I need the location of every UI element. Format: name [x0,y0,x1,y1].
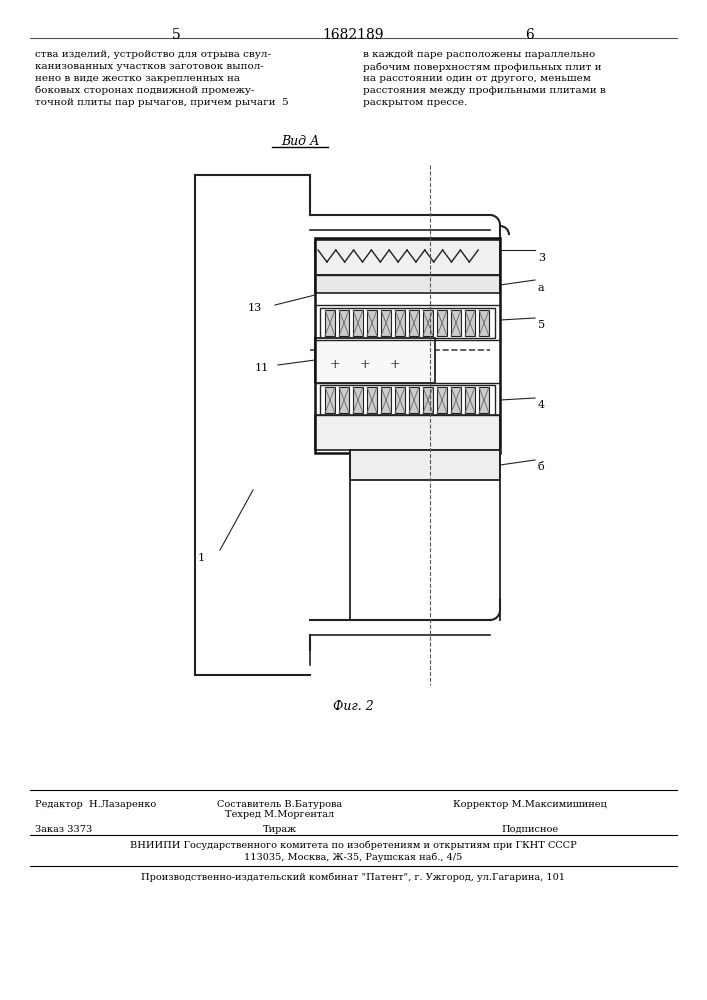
Text: Подписное: Подписное [501,825,559,834]
Bar [395,387,405,413]
Text: 1: 1 [198,553,205,563]
Bar [367,310,377,336]
Bar [353,387,363,413]
Bar [423,310,433,336]
Text: в каждой паре расположены параллельно
рабочим поверхностям профильных плит и
на : в каждой паре расположены параллельно ра… [363,50,606,107]
Text: 113035, Москва, Ж-35, Раушская наб., 4/5: 113035, Москва, Ж-35, Раушская наб., 4/5 [244,853,462,862]
Text: Редактор  Н.Лазаренко: Редактор Н.Лазаренко [35,800,156,809]
Bar [320,308,495,338]
Text: 11: 11 [255,363,269,373]
Bar [315,240,500,275]
Text: 4: 4 [538,400,545,410]
Text: 3: 3 [538,253,545,263]
Text: Производственно-издательский комбинат "Патент", г. Ужгород, ул.Гагарина, 101: Производственно-издательский комбинат "П… [141,872,565,882]
Bar [381,310,391,336]
Text: Тираж: Тираж [263,825,297,834]
Text: 1682189: 1682189 [322,28,384,42]
Text: б: б [538,462,545,472]
Text: Корректор М.Максимишинец: Корректор М.Максимишинец [453,800,607,809]
Bar [325,387,335,413]
Bar [479,387,489,413]
Text: Составитель В.Батурова
Техред М.Моргентал: Составитель В.Батурова Техред М.Моргента… [218,800,343,819]
Bar [465,310,475,336]
Bar [339,387,349,413]
Text: +: + [390,358,400,370]
Bar [325,310,335,336]
Bar [353,310,363,336]
Text: +: + [360,358,370,370]
Bar [409,387,419,413]
Text: +: + [329,358,340,370]
Bar [465,387,475,413]
Bar [451,310,461,336]
Bar [381,387,391,413]
Bar [451,387,461,413]
Text: Фиг. 2: Фиг. 2 [332,700,373,713]
Text: а: а [538,283,544,293]
Bar [479,310,489,336]
Text: ства изделий, устройство для отрыва свул-
канизованных участков заготовок выпол-: ства изделий, устройство для отрыва свул… [35,50,288,107]
Text: 13: 13 [248,303,262,313]
Bar [367,387,377,413]
Bar [339,310,349,336]
Bar [437,387,447,413]
Text: 5: 5 [538,320,545,330]
Bar [315,275,500,293]
Bar [395,310,405,336]
Bar [409,310,419,336]
Bar [350,450,500,480]
Bar [315,415,500,450]
Text: 6: 6 [525,28,534,42]
Bar [315,338,435,383]
Bar [437,310,447,336]
Bar [315,238,500,453]
Text: Вид А: Вид А [281,135,320,148]
Bar [320,385,495,415]
Bar [423,387,433,413]
Text: ВНИИПИ Государственного комитета по изобретениям и открытиям при ГКНТ СССР: ВНИИПИ Государственного комитета по изоб… [129,840,576,850]
Text: 5: 5 [172,28,180,42]
Text: Заказ 3373: Заказ 3373 [35,825,92,834]
